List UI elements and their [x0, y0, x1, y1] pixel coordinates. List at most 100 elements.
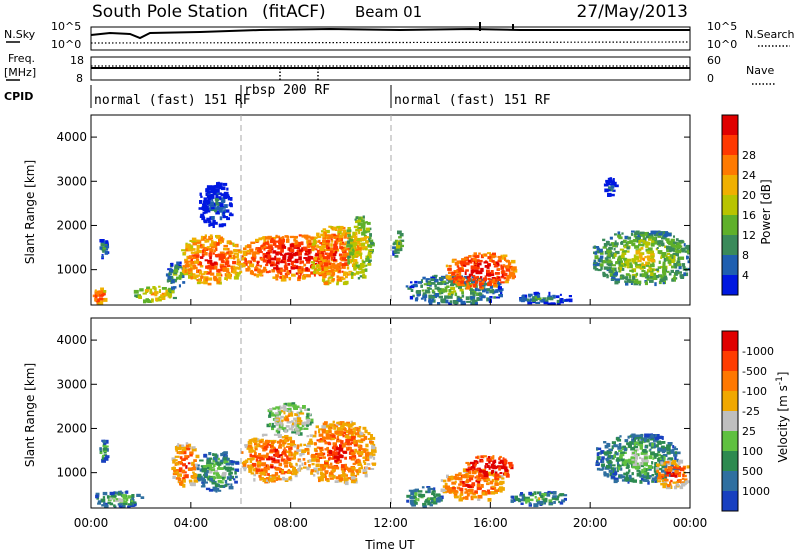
- echo-cell: [607, 462, 612, 467]
- echo-cell: [556, 495, 560, 499]
- echo-cell: [200, 475, 203, 480]
- echo-cell: [103, 290, 107, 293]
- echo-cell: [192, 471, 195, 474]
- echo-cell: [348, 469, 353, 473]
- echo-cell: [312, 263, 316, 267]
- echo-cell: [427, 486, 431, 491]
- echo-cell: [448, 295, 453, 299]
- echo-cell: [520, 492, 524, 495]
- echo-cell: [291, 420, 294, 423]
- echo-cell: [623, 276, 628, 280]
- echo-cell: [176, 261, 180, 266]
- echo-cell: [489, 480, 494, 485]
- echo-cell: [247, 458, 252, 461]
- echo-cell: [447, 478, 451, 482]
- echo-cell: [174, 446, 180, 450]
- echo-cell: [486, 457, 490, 462]
- echo-cell: [633, 445, 639, 449]
- echo-cell: [104, 245, 110, 249]
- echo-cell: [344, 456, 347, 460]
- echo-cell: [318, 239, 321, 243]
- echo-cell: [655, 268, 659, 271]
- echo-cell: [330, 268, 335, 271]
- echo-cell: [297, 417, 302, 420]
- echo-cell: [666, 240, 671, 243]
- echo-cell: [205, 210, 211, 213]
- echo-cell: [332, 475, 336, 479]
- echo-cell: [289, 443, 295, 447]
- echo-cell: [223, 191, 229, 196]
- echo-cell: [368, 261, 371, 264]
- echo-cell: [437, 287, 442, 292]
- echo-cell: [564, 299, 568, 302]
- echo-cell: [323, 464, 328, 467]
- echo-cell: [226, 217, 230, 221]
- echo-cell: [482, 468, 487, 472]
- echo-cell: [325, 448, 329, 451]
- echo-cell: [324, 252, 328, 255]
- echo-cell: [274, 471, 279, 476]
- echo-cell: [504, 280, 509, 284]
- echo-cell: [354, 261, 359, 264]
- echo-cell: [369, 440, 373, 444]
- echo-cell: [662, 266, 667, 270]
- echo-cell: [280, 248, 284, 253]
- echo-cell: [548, 499, 553, 502]
- echo-cell: [631, 230, 635, 233]
- echo-cell: [400, 244, 404, 248]
- echo-cell: [335, 430, 339, 435]
- echo-cell: [201, 249, 205, 254]
- echo-cell: [500, 465, 506, 470]
- echo-cell: [491, 478, 495, 483]
- echo-cell: [552, 495, 557, 498]
- echo-cell: [161, 292, 166, 295]
- echo-cell: [271, 459, 277, 463]
- echo-cell: [670, 463, 674, 467]
- echo-cell: [473, 253, 477, 258]
- echo-cell: [288, 410, 291, 413]
- echo-cell: [212, 219, 216, 224]
- echo-cell: [504, 272, 508, 276]
- echo-cell: [470, 475, 475, 478]
- echo-cell: [317, 272, 322, 275]
- echo-cell: [477, 471, 482, 475]
- echo-cell: [325, 240, 331, 243]
- echo-cell: [290, 249, 295, 253]
- echo-cell: [109, 497, 113, 501]
- echo-cell: [344, 248, 349, 251]
- echo-cell: [280, 406, 285, 409]
- echo-cell: [668, 457, 674, 461]
- echo-cell: [296, 422, 302, 426]
- echo-cell: [672, 445, 675, 449]
- echo-cell: [672, 448, 675, 452]
- echo-cell: [347, 423, 353, 428]
- echo-cell: [327, 454, 332, 457]
- echo-cell: [606, 259, 610, 263]
- echo-cell: [503, 460, 508, 465]
- echo-cell: [500, 266, 505, 270]
- echo-cell: [274, 421, 278, 425]
- echo-cell: [190, 273, 196, 276]
- echo-cell: [179, 271, 185, 276]
- echo-cell: [468, 255, 472, 258]
- echo-cell: [631, 447, 636, 451]
- echo-cell: [130, 498, 134, 502]
- echo-cell: [621, 479, 625, 482]
- colorbar-frame: [721, 114, 739, 296]
- echo-cell: [281, 236, 284, 239]
- echo-cell: [639, 443, 644, 448]
- echo-cell: [495, 473, 500, 477]
- echo-cell: [659, 278, 664, 283]
- echo-cell: [474, 287, 478, 292]
- echo-cell: [202, 211, 206, 215]
- echo-cell: [121, 494, 127, 498]
- echo-cell: [221, 475, 225, 480]
- echo-cell: [462, 481, 465, 484]
- echo-cell: [450, 490, 455, 494]
- echo-cell: [656, 470, 659, 473]
- echo-cell: [534, 297, 538, 301]
- echo-cell: [651, 461, 654, 465]
- echo-cell: [470, 269, 475, 274]
- echo-cell: [631, 258, 637, 262]
- echo-cell: [286, 270, 289, 274]
